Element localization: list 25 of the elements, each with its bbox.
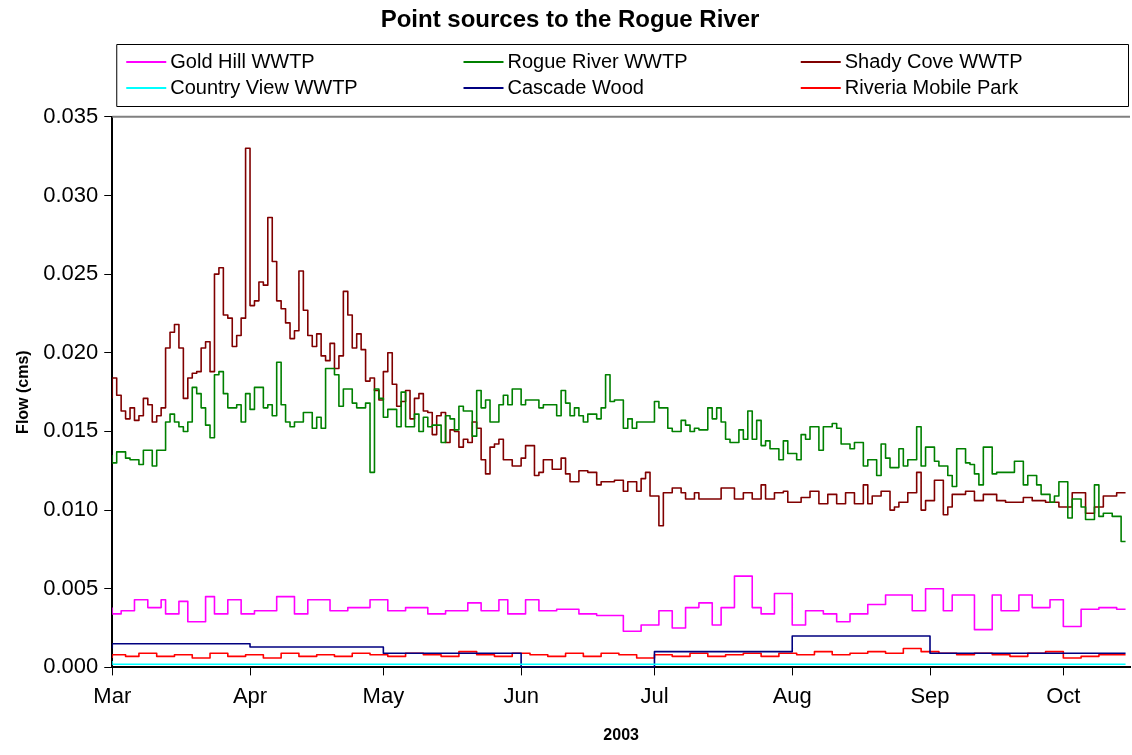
chart-title: Point sources to the Rogue River	[380, 5, 760, 33]
x-tick-label: Sep	[910, 682, 950, 708]
legend-label: Rogue River WWTP	[507, 49, 688, 72]
x-tick-label: May	[362, 682, 405, 708]
legend-label: Country View WWTP	[170, 75, 358, 98]
x-tick-label: Aug	[772, 682, 812, 708]
legend-label: Shady Cove WWTP	[844, 49, 1023, 72]
y-tick-label: 0.030	[43, 181, 99, 207]
x-tick-label: Mar	[93, 682, 132, 708]
y-tick-label: 0.010	[43, 496, 99, 522]
x-tick-label: Apr	[232, 682, 268, 708]
x-tick-label: Oct	[1046, 682, 1081, 708]
x-tick-label: Jun	[503, 682, 539, 708]
x-tick-label: Jul	[640, 682, 669, 708]
legend-label: Riveria Mobile Park	[844, 75, 1020, 98]
y-tick-label: 0.035	[43, 102, 99, 128]
legend-label: Gold Hill WWTP	[170, 49, 315, 72]
y-tick-label: 0.000	[43, 653, 99, 679]
legend-label: Cascade Wood	[507, 75, 644, 98]
y-tick-label: 0.025	[43, 260, 99, 286]
y-tick-label: 0.015	[43, 417, 99, 443]
y-tick-label: 0.005	[43, 574, 99, 600]
x-axis-title: 2003	[603, 725, 640, 743]
y-tick-label: 0.020	[43, 338, 99, 364]
y-axis-title: Flow (cms)	[14, 350, 32, 434]
